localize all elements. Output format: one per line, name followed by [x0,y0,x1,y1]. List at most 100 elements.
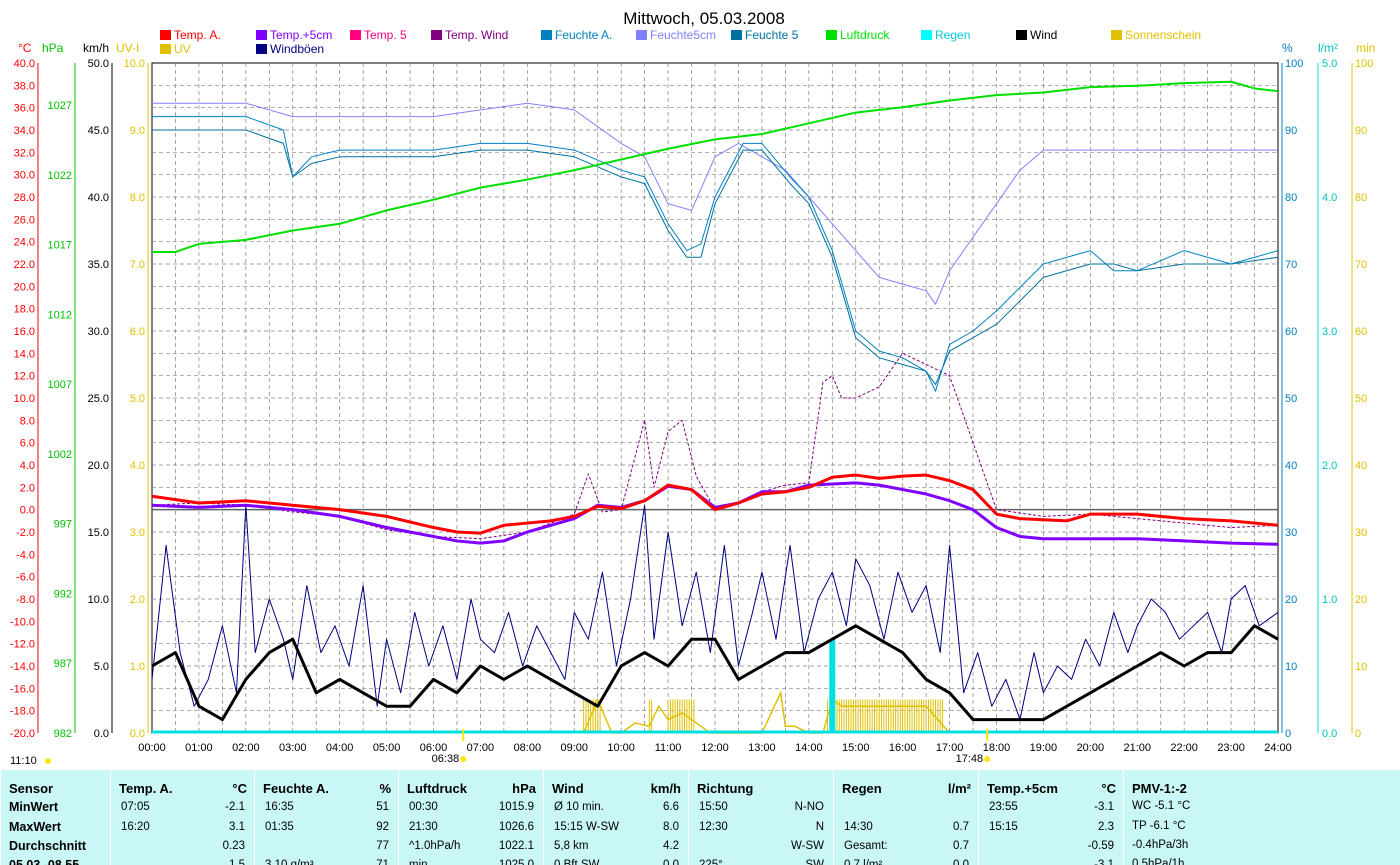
stats-column: Richtung 15:50 N-NO 12:30 N W-SW 225° SW [688,770,834,865]
pct-axis-tick: 40 [1285,460,1297,472]
stats-column: Temp.+5cm °C 23:55 -3.1 15:15 2.3 -0.59 -3.1 [978,770,1124,865]
stats-cell-label: 15:15 [989,821,1018,833]
x-tick-label: 10:00 [607,742,635,754]
hpa-axis-tick: 982 [54,728,72,740]
x-tick-label: 16:00 [889,742,917,754]
legend-label: Windböen [270,42,324,56]
min-axis-tick: 30 [1355,527,1367,539]
legend-swatch [1016,30,1027,40]
stats-header: Sensor [9,781,54,796]
stats-cell-value: 8.0 [663,821,679,833]
uv-axis-tick: 1.0 [130,661,145,673]
stats-cell-value: 0.0 [953,859,969,865]
kmh-axis-tick: 15.0 [88,527,109,539]
min-axis-tick: 20 [1355,594,1367,606]
stats-cell-value: 4.2 [663,840,679,852]
stats-cell-label: 0.7 l/m² [844,859,883,865]
lm2-axis-tick: 1.0 [1322,594,1337,606]
kmh-axis-tick: 35.0 [88,259,109,271]
x-tick-label: 17:00 [936,742,964,754]
legend-label: Sonnenschein [1125,28,1201,42]
stats-row-label: MaxWert [9,820,61,834]
lm2-axis-tick: 5.0 [1322,58,1337,70]
lm2-axis-tick: 4.0 [1322,192,1337,204]
x-tick-label: 23:00 [1217,742,1245,754]
sunset-time: 17:48 [956,753,984,765]
temp-axis-tick: 40.0 [14,58,35,70]
stats-cell-value: TP -6.1 °C [1132,820,1186,832]
stats-cell-value: 0.7 [953,821,969,833]
unit-lm2: l/m² [1318,41,1338,55]
temp-axis-tick: -10.0 [10,616,35,628]
stats-row-label: Durchschnitt [9,839,87,853]
series-luftdruck [152,80,1279,253]
legend-label: Feuchte A. [555,28,612,42]
lm2-axis-tick: 3.0 [1322,326,1337,338]
x-tick-label: 08:00 [514,742,542,754]
x-tick-label: 20:00 [1077,742,1105,754]
statistics-table: Sensor MinWert MaxWert Durchschnitt 05.03.-0… [0,770,1400,865]
pct-axis-tick: 50 [1285,393,1297,405]
stats-cell-label: 225° [699,859,723,865]
stats-header: Feuchte A. [263,781,329,796]
hpa-axis-tick: 1012 [48,309,72,321]
temp-axis-tick: 20.0 [14,281,35,293]
x-tick-label: 00:00 [138,742,166,754]
uv-axis-tick: 2.0 [130,594,145,606]
legend-label: Temp. A. [174,28,221,42]
stats-cell-label: Ø 10 min. [554,801,604,813]
stats-cell-label: 5,8 km [554,840,589,852]
legend-swatch [826,30,837,40]
temp-axis-tick: 28.0 [14,192,35,204]
stats-cell-label: min [409,859,428,865]
temp-axis-tick: 12.0 [14,371,35,383]
corner-time: 11:10 [10,755,37,767]
legend-label: UV [174,42,191,56]
x-tick-label: 07:00 [467,742,495,754]
temp-axis-tick: 22.0 [14,259,35,271]
x-tick-label: 04:00 [326,742,354,754]
stats-cell-value: WC -5.1 °C [1132,800,1191,812]
stats-cell-value: 77 [376,840,389,852]
stats-unit: % [379,781,391,796]
legend-swatch [256,30,267,40]
stats-column: Luftdruck hPa 00:30 1015.9 21:30 1026.6 ^1.0hP… [398,770,544,865]
weather-chart: Mittwoch, 05.03.2008 °C hPa km/h UV-I % … [9,9,1376,767]
legend-swatch [160,44,171,54]
stats-cell-value: SW [805,859,824,865]
stats-cell-value: N-NO [794,801,824,813]
series-wind [151,624,1279,722]
stats-header: Temp. A. [119,781,173,796]
pct-axis-tick: 90 [1285,125,1297,137]
kmh-axis-tick: 20.0 [88,460,109,472]
pct-axis-tick: 20 [1285,594,1297,606]
unit-hpa: hPa [42,41,64,55]
pct-axis-tick: 100 [1285,58,1303,70]
legend-swatch [731,30,742,40]
kmh-axis-tick: 5.0 [94,661,109,673]
temp-axis-tick: -20.0 [10,728,35,740]
stats-cell-value: 0.0 [663,859,679,865]
stats-cell-value: W-SW [790,840,824,852]
lm2-axis-tick: 0.0 [1322,728,1337,740]
temp-axis-tick: 38.0 [14,80,35,92]
stats-unit: hPa [512,781,536,796]
temp-axis-tick: 4.0 [20,460,35,472]
uv-axis-tick: 3.0 [130,527,145,539]
legend-swatch [1111,30,1122,40]
sunrise-icon [460,756,467,762]
legend-swatch [256,44,267,54]
rain-bar [829,639,836,733]
temp-axis-tick: -4.0 [16,549,35,561]
uv-line [582,690,951,734]
series-feuchte-5 [152,129,1279,386]
min-axis-tick: 70 [1355,259,1367,271]
min-axis-tick: 10 [1355,661,1367,673]
hpa-axis-tick: 1017 [48,240,72,252]
series-windb-en [151,504,1279,721]
stats-unit: °C [232,781,247,796]
legend-swatch [431,30,442,40]
kmh-axis-tick: 10.0 [88,594,109,606]
stats-cell-label: 15:50 [699,801,728,813]
legend-label: Luftdruck [840,28,890,42]
